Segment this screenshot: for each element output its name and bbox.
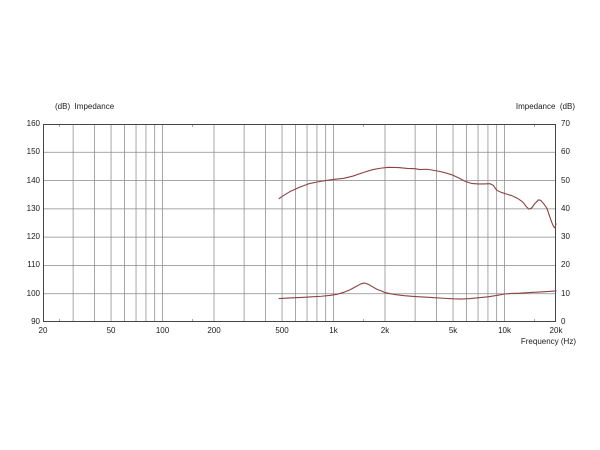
left-axis-tick-label: 100: [26, 288, 40, 298]
x-axis-tick-label: 2k: [380, 326, 390, 335]
right-axis-tick-label: 50: [561, 175, 570, 185]
x-axis-tick-label: 1k: [329, 326, 338, 335]
x-axis-tick-label: 20: [38, 326, 48, 335]
x-axis-tick-label: 10k: [498, 326, 511, 335]
right-axis-tick-label: 20: [561, 260, 570, 270]
left-axis-tick-label: 140: [26, 175, 40, 185]
left-axis-tick-label: 130: [26, 203, 40, 213]
right-axis-tick-label: 70: [561, 119, 570, 128]
right-axis-tick-label: 60: [561, 147, 570, 157]
x-axis-tick-label: 50: [106, 326, 116, 335]
x-axis-tick-label: 100: [155, 326, 170, 335]
right-axis-tick-label: 30: [561, 232, 570, 242]
x-axis-tick-label: 20k: [549, 326, 563, 335]
plot-border: [43, 124, 556, 322]
left-axis-title: (dB) Impedance: [55, 102, 115, 111]
x-axis-title: Frequency (Hz): [520, 337, 576, 346]
right-axis-title: Impedance (dB): [515, 102, 575, 111]
plot-area: [43, 124, 557, 322]
right-axis-tick-label: 0: [561, 317, 566, 326]
x-axis-tick-label: 500: [275, 326, 289, 335]
x-axis-tick-label: 200: [207, 326, 221, 335]
left-axis-tick-label: 160: [26, 119, 40, 128]
right-axis-tick-label: 10: [561, 288, 570, 298]
left-axis-tick-label: 110: [27, 260, 40, 270]
left-axis-tick-label: 150: [26, 147, 40, 157]
left-axis-tick-label: 90: [31, 317, 40, 326]
right-axis-tick-label: 40: [561, 203, 570, 213]
left-axis-tick-label: 120: [26, 232, 40, 242]
spl-response-upper-curve: [278, 166, 557, 229]
impedance-lower-curve: [278, 282, 557, 300]
x-axis-tick-label: 5k: [448, 326, 458, 335]
